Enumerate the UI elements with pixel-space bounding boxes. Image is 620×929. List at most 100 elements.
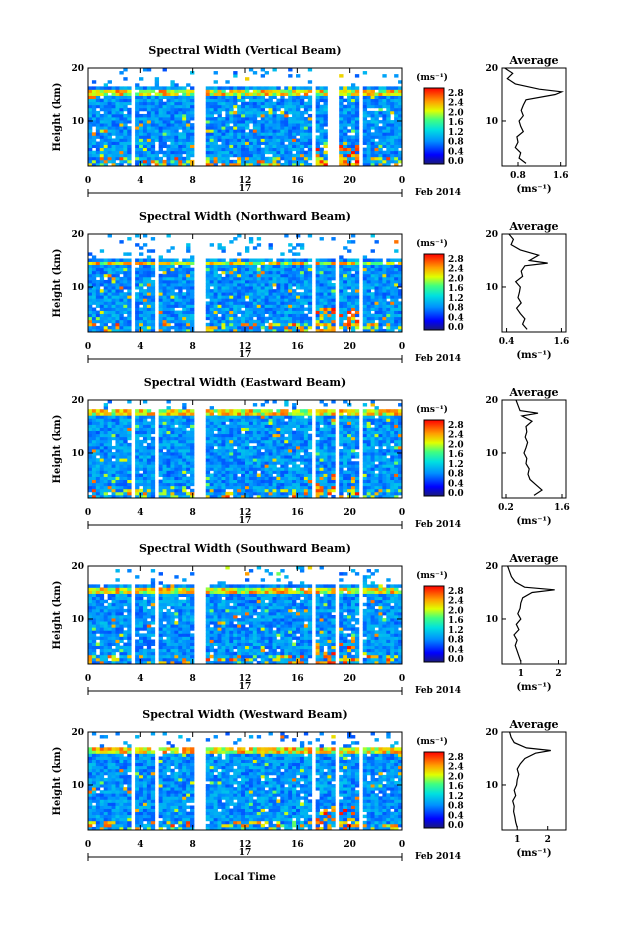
- heatmap-cell: [233, 298, 238, 302]
- heatmap-cell: [237, 436, 242, 441]
- heatmap-cell: [213, 452, 218, 456]
- heatmap-cell: [182, 424, 187, 428]
- heatmap-cell: [229, 240, 234, 244]
- heatmap-cell: [394, 240, 399, 244]
- heatmap-cell: [111, 286, 116, 290]
- heatmap-cell: [276, 298, 281, 302]
- heatmap-cell: [186, 409, 191, 413]
- heatmap-cell: [158, 298, 163, 302]
- heatmap-cell: [370, 132, 375, 136]
- heatmap-cell: [103, 150, 109, 155]
- heatmap-cell: [142, 295, 148, 299]
- heatmap-cell: [217, 439, 222, 444]
- heatmap-cell: [178, 455, 183, 459]
- heatmap-cell: [103, 449, 109, 453]
- heatmap-cell: [256, 488, 262, 493]
- heatmap-cell: [303, 313, 309, 318]
- heatmap-cell: [248, 270, 254, 275]
- heatmap-cell: [370, 301, 375, 305]
- heatmap-cell: [248, 470, 254, 474]
- heatmap-cell: [178, 319, 183, 324]
- heatmap-cell: [319, 237, 324, 241]
- heatmap-cell: [174, 159, 179, 164]
- heatmap-cell: [288, 319, 293, 324]
- heatmap-cell: [354, 264, 360, 269]
- heatmap-cell: [394, 159, 399, 164]
- heatmap-cell: [107, 135, 112, 139]
- heatmap-cell: [233, 409, 238, 413]
- heatmap-cell: [88, 310, 93, 315]
- heatmap-cell: [103, 283, 109, 287]
- heatmap-cell: [386, 150, 391, 155]
- heatmap-cell: [256, 328, 262, 333]
- heatmap-cell: [174, 110, 179, 115]
- heatmap-cell: [248, 464, 254, 468]
- heatmap-cell: [307, 301, 313, 305]
- heatmap-cell: [150, 473, 156, 477]
- heatmap-cell: [339, 289, 344, 293]
- heatmap-cell: [91, 427, 97, 432]
- heatmap-cell: [150, 104, 156, 109]
- heatmap-cell: [260, 418, 266, 422]
- heatmap-cell: [366, 295, 372, 299]
- heatmap-cell: [107, 424, 112, 428]
- heatmap-cell: [319, 292, 324, 296]
- heatmap-cell: [268, 113, 273, 118]
- heatmap-cell: [354, 267, 360, 272]
- heatmap-cell: [382, 283, 387, 287]
- heatmap-cell: [135, 325, 140, 330]
- heatmap-cell: [213, 286, 218, 290]
- heatmap-cell: [264, 328, 269, 333]
- heatmap-cell: [127, 445, 132, 450]
- heatmap-cell: [248, 237, 254, 241]
- heatmap-cell: [88, 488, 93, 493]
- heatmap-cell: [339, 258, 344, 262]
- heatmap-cell: [162, 261, 167, 266]
- heatmap-cell: [394, 98, 399, 103]
- heatmap-cell: [205, 421, 211, 425]
- heatmap-cell: [115, 464, 120, 468]
- heatmap-cell: [95, 313, 101, 318]
- heatmap-cell: [229, 292, 234, 296]
- heatmap-cell: [299, 95, 305, 100]
- heatmap-cell: [354, 153, 360, 158]
- heatmap-cell: [170, 482, 175, 487]
- heatmap-cell: [115, 141, 120, 145]
- heatmap-cell: [123, 89, 128, 93]
- heatmap-cell: [182, 132, 187, 136]
- heatmap-cell: [221, 123, 226, 127]
- heatmap-cell: [115, 491, 120, 496]
- heatmap-cell: [95, 286, 101, 290]
- heatmap-cell: [382, 144, 387, 149]
- heatmap-cell: [142, 264, 148, 269]
- heatmap-cell: [272, 461, 277, 465]
- heatmap-cell: [398, 328, 403, 333]
- heatmap-cell: [315, 301, 320, 305]
- heatmap-cell: [288, 261, 293, 266]
- heatmap-cell: [237, 276, 242, 281]
- heatmap-cell: [186, 104, 191, 109]
- heatmap-cell: [111, 445, 116, 450]
- heatmap-cell: [280, 313, 285, 318]
- heatmap-cell: [378, 159, 383, 164]
- heatmap-cell: [174, 445, 179, 450]
- heatmap-cell: [221, 153, 226, 158]
- heatmap-cell: [350, 258, 356, 262]
- heatmap-cell: [264, 488, 269, 493]
- heatmap-cell: [119, 156, 124, 161]
- heatmap-cell: [217, 110, 222, 115]
- heatmap-cell: [256, 322, 262, 327]
- heatmap-cell: [248, 104, 254, 109]
- heatmap-cell: [280, 482, 285, 487]
- heatmap-cell: [229, 107, 234, 112]
- heatmap-cell: [174, 162, 179, 167]
- heatmap-cell: [190, 144, 195, 149]
- heatmap-cell: [241, 461, 246, 465]
- heatmap-cell: [362, 283, 368, 287]
- heatmap-cell: [394, 129, 399, 133]
- heatmap-cell: [91, 301, 97, 305]
- heatmap-cell: [296, 313, 301, 318]
- heatmap-cell: [272, 147, 277, 152]
- heatmap-cell: [241, 328, 246, 333]
- heatmap-cell: [280, 132, 285, 136]
